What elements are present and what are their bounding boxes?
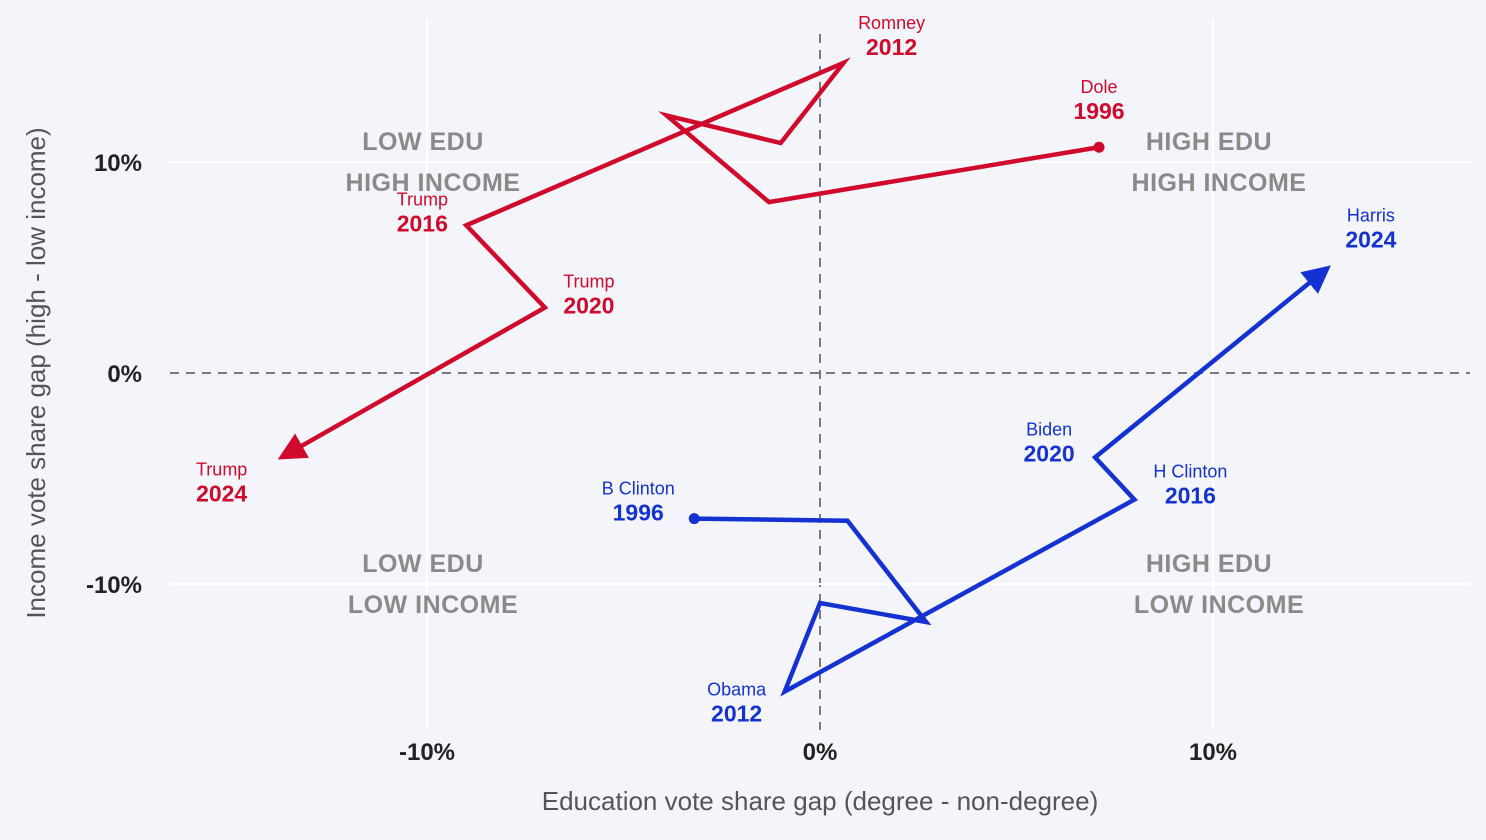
y-tick-label: 0% [107, 361, 142, 388]
x-axis-title: Education vote share gap (degree - non-d… [542, 786, 1098, 816]
point-label-name: Trump [196, 460, 247, 480]
quadrant-labels: LOW EDU HIGH INCOME HIGH EDU HIGH INCOME LOW… [346, 128, 1307, 619]
x-tick-label: -10% [399, 739, 455, 766]
quadrant-label: HIGH INCOME [346, 169, 521, 197]
series-line-1 [299, 57, 1100, 449]
point-label-year: 1996 [1073, 98, 1124, 124]
quadrant-label: HIGH INCOME [1132, 169, 1307, 197]
point-label-year: 2024 [196, 481, 247, 507]
point-label-name: Biden [1026, 419, 1072, 439]
point-label-year: 2020 [1024, 440, 1075, 466]
point-label-name: H Clinton [1153, 462, 1227, 482]
arrowhead-2 [1300, 265, 1331, 294]
point-label-name: Romney [858, 13, 925, 33]
quadrant-label: LOW INCOME [1134, 591, 1304, 619]
point-label-year: 2016 [397, 210, 448, 236]
x-tick-label: 10% [1189, 739, 1237, 766]
point-labels: Dole1996Romney2012Trump2016Trump2020Trum… [196, 13, 1397, 727]
point-label-year: 2020 [563, 293, 614, 319]
quadrant-label: HIGH EDU [1146, 550, 1272, 578]
quadrant-label: HIGH EDU [1146, 128, 1272, 156]
quadrant-label: LOW INCOME [348, 591, 518, 619]
arrowhead-1 [277, 433, 309, 460]
point-label-name: B Clinton [602, 479, 675, 499]
series-line-2 [694, 280, 1313, 697]
point-label-year: 2024 [1345, 226, 1396, 252]
point-label-year: 2012 [866, 34, 917, 60]
point-label-year: 1996 [613, 500, 664, 526]
start-point-1 [1093, 141, 1105, 153]
point-label-name: Dole [1081, 77, 1118, 97]
start-point-2 [688, 513, 700, 525]
point-label-name: Obama [707, 680, 767, 700]
point-label-name: Harris [1347, 205, 1395, 225]
quadrant-label: LOW EDU [362, 550, 484, 578]
point-label-year: 2012 [711, 701, 762, 727]
gridlines [170, 20, 1470, 730]
y-tick-label: 10% [94, 150, 142, 177]
x-tick-label: 0% [803, 739, 838, 766]
y-axis-title: Income vote share gap (high - low income… [21, 127, 51, 618]
y-tick-label: -10% [86, 572, 142, 599]
point-label-year: 2016 [1165, 483, 1216, 509]
series-lines [277, 57, 1331, 697]
tick-labels: -10% 0% 10% 10% 0% -10% [86, 150, 1237, 766]
quadrant-label: LOW EDU [362, 128, 484, 156]
point-label-name: Trump [397, 189, 448, 209]
point-label-name: Trump [563, 272, 614, 292]
